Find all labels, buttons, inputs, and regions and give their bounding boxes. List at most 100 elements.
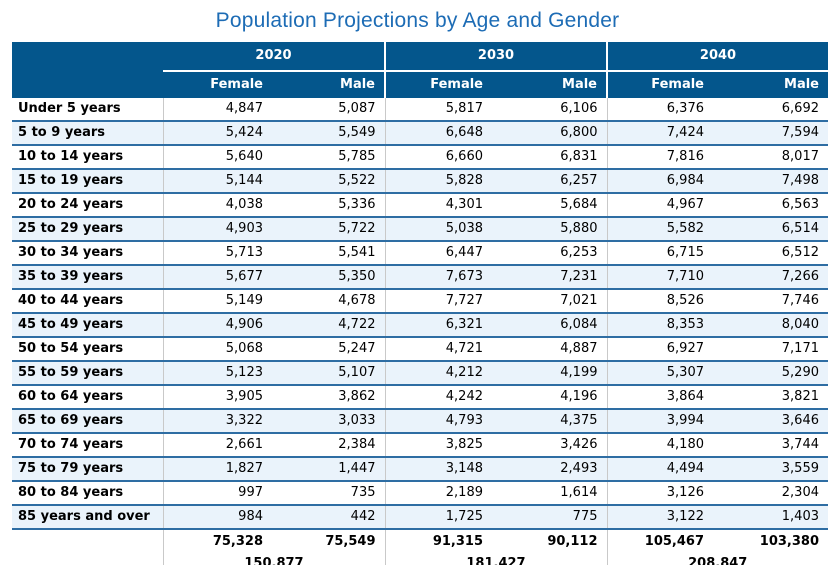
age-label-cell: 10 to 14 years xyxy=(18,149,124,164)
value-cell: 6,984 xyxy=(606,169,713,193)
gender-header-row: Female Male Female Male Female Male xyxy=(12,71,828,98)
value-cell: 1,725 xyxy=(384,505,492,529)
value-cell: 442 xyxy=(350,509,376,524)
value-cell: 5,713 xyxy=(162,241,272,265)
page-title: Population Projections by Age and Gender xyxy=(215,9,620,32)
female-header-2030: Female xyxy=(384,71,492,98)
value-cell: 1,827 xyxy=(162,457,272,481)
table-header: 2020 2030 2040 Female Male Female Male F… xyxy=(12,42,828,98)
value-cell: 7,594 xyxy=(781,125,819,140)
value-cell: 5,677 xyxy=(162,265,272,289)
age-label-cell: 25 to 29 years xyxy=(18,221,124,236)
value-cell: 997 xyxy=(162,481,272,505)
value-cell: 4,793 xyxy=(384,409,492,433)
table-row: 50 to 54 years 5,068 5,247 4,721 4,887 6… xyxy=(12,337,828,361)
value-cell: 2,661 xyxy=(162,433,272,457)
value-cell: 6,514 xyxy=(781,221,819,236)
value-cell: 2,304 xyxy=(781,485,819,500)
table-row: 80 to 84 years 997 735 2,189 1,614 3,126… xyxy=(12,481,828,505)
value-cell: 5,290 xyxy=(781,365,819,380)
value-cell: 5,549 xyxy=(338,125,376,140)
value-cell: 7,231 xyxy=(560,269,598,284)
value-cell: 3,426 xyxy=(560,437,598,452)
value-cell: 6,376 xyxy=(606,98,713,121)
table-row: 10 to 14 years 5,640 5,785 6,660 6,831 7… xyxy=(12,145,828,169)
total-cell: 75,549 xyxy=(325,534,376,549)
value-cell: 4,212 xyxy=(384,361,492,385)
value-cell: 6,447 xyxy=(384,241,492,265)
value-cell: 4,180 xyxy=(606,433,713,457)
value-cell: 5,582 xyxy=(606,217,713,241)
age-label-cell: Under 5 years xyxy=(18,101,121,116)
age-label-cell: 20 to 24 years xyxy=(18,197,124,212)
value-cell: 4,494 xyxy=(606,457,713,481)
age-label-cell: 65 to 69 years xyxy=(18,413,124,428)
age-label-cell: 55 to 59 years xyxy=(18,365,124,380)
value-cell: 2,189 xyxy=(384,481,492,505)
value-cell: 6,831 xyxy=(560,149,598,164)
value-cell: 3,864 xyxy=(606,385,713,409)
year-header-2040: 2040 xyxy=(606,42,828,72)
table-row: 25 to 29 years 4,903 5,722 5,038 5,880 5… xyxy=(12,217,828,241)
corner-cell xyxy=(12,42,163,98)
value-cell: 5,123 xyxy=(162,361,272,385)
value-cell: 7,727 xyxy=(384,289,492,313)
year-header-2020: 2020 xyxy=(163,42,385,72)
value-cell: 6,563 xyxy=(781,197,819,212)
combined-label-cell xyxy=(12,553,163,565)
value-cell: 3,646 xyxy=(781,413,819,428)
female-header-2040: Female xyxy=(606,71,713,98)
value-cell: 5,722 xyxy=(338,221,376,236)
value-cell: 4,301 xyxy=(384,193,492,217)
age-label-cell: 70 to 74 years xyxy=(18,437,124,452)
value-cell: 3,825 xyxy=(384,433,492,457)
age-label-cell: 40 to 44 years xyxy=(18,293,124,308)
value-cell: 5,107 xyxy=(338,365,376,380)
male-header-2020: Male xyxy=(272,71,385,98)
value-cell: 5,684 xyxy=(560,197,598,212)
value-cell: 3,821 xyxy=(781,389,819,404)
value-cell: 4,967 xyxy=(606,193,713,217)
value-cell: 5,247 xyxy=(338,341,376,356)
value-cell: 6,692 xyxy=(781,101,819,116)
value-cell: 6,106 xyxy=(560,101,598,116)
value-cell: 5,307 xyxy=(606,361,713,385)
total-cell: 90,112 xyxy=(547,534,598,549)
value-cell: 5,068 xyxy=(162,337,272,361)
value-cell: 4,903 xyxy=(162,217,272,241)
value-cell: 6,084 xyxy=(560,317,598,332)
value-cell: 984 xyxy=(162,505,272,529)
value-cell: 775 xyxy=(572,509,598,524)
combined-total-cell: 150,877 xyxy=(162,553,385,565)
value-cell: 7,266 xyxy=(781,269,819,284)
table-row: 70 to 74 years 2,661 2,384 3,825 3,426 4… xyxy=(12,433,828,457)
value-cell: 5,087 xyxy=(338,101,376,116)
table-row: 40 to 44 years 5,149 4,678 7,727 7,021 8… xyxy=(12,289,828,313)
value-cell: 3,905 xyxy=(162,385,272,409)
table-row: 45 to 49 years 4,906 4,722 6,321 6,084 8… xyxy=(12,313,828,337)
table-body: Under 5 years 4,847 5,087 5,817 6,106 6,… xyxy=(12,98,828,565)
value-cell: 7,424 xyxy=(606,121,713,145)
age-label-cell: 80 to 84 years xyxy=(18,485,124,500)
table-row: 75 to 79 years 1,827 1,447 3,148 2,493 4… xyxy=(12,457,828,481)
value-cell: 7,816 xyxy=(606,145,713,169)
total-cell: 91,315 xyxy=(384,529,492,553)
female-header-2020: Female xyxy=(163,71,272,98)
value-cell: 7,746 xyxy=(781,293,819,308)
value-cell: 8,040 xyxy=(781,317,819,332)
value-cell: 5,038 xyxy=(384,217,492,241)
value-cell: 1,614 xyxy=(560,485,598,500)
age-label-cell: 15 to 19 years xyxy=(18,173,124,188)
value-cell: 5,828 xyxy=(384,169,492,193)
year-header-2030: 2030 xyxy=(384,42,607,72)
value-cell: 4,038 xyxy=(162,193,272,217)
value-cell: 3,744 xyxy=(781,437,819,452)
value-cell: 3,122 xyxy=(606,505,713,529)
table-row: 65 to 69 years 3,322 3,033 4,793 4,375 3… xyxy=(12,409,828,433)
value-cell: 4,678 xyxy=(338,293,376,308)
value-cell: 5,336 xyxy=(338,197,376,212)
totals-label-cell xyxy=(12,529,163,553)
value-cell: 7,021 xyxy=(560,293,598,308)
total-cell: 105,467 xyxy=(606,529,713,553)
